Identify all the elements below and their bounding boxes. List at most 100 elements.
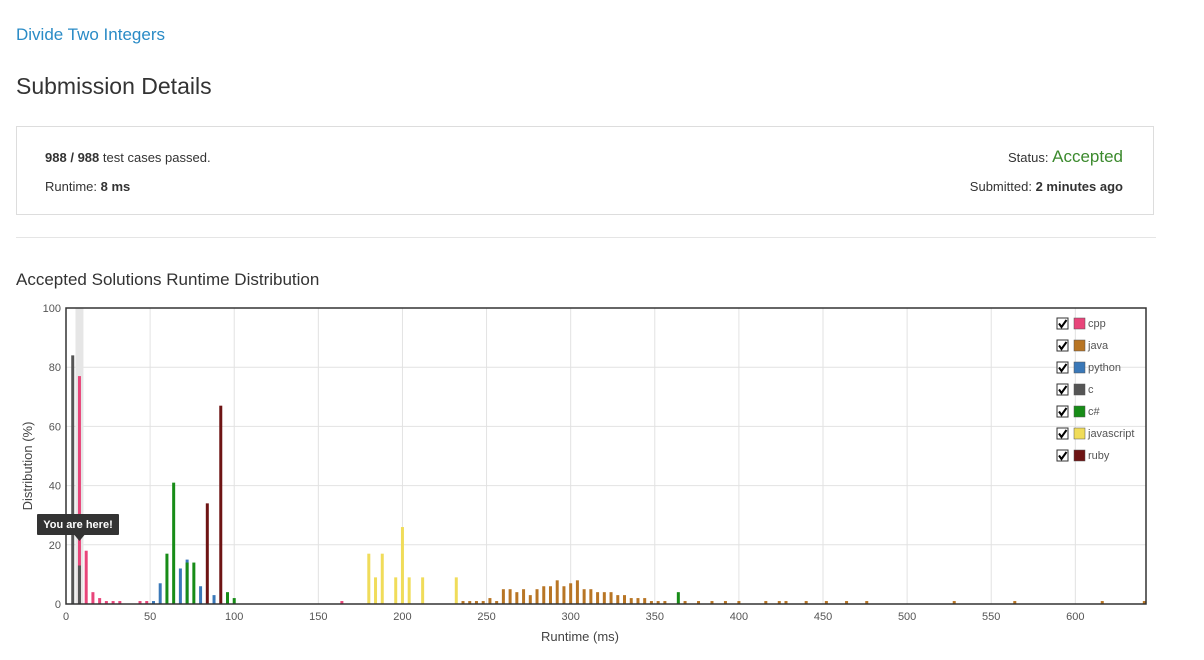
bars — [71, 355, 1146, 604]
bar-java — [656, 601, 660, 604]
submitted-line: Submitted: 2 minutes ago — [970, 179, 1123, 194]
bar-javascript — [400, 527, 404, 604]
bar-csharp — [232, 598, 236, 604]
legend-swatch — [1073, 383, 1086, 396]
legend-item-java[interactable]: java — [1056, 339, 1109, 352]
bar-java — [528, 595, 532, 604]
legend-checkbox[interactable] — [1056, 449, 1069, 462]
x-tick-label: 500 — [898, 611, 916, 623]
x-tick-label: 550 — [982, 611, 1000, 623]
bar-javascript — [374, 577, 378, 604]
y-tick-label: 60 — [49, 421, 61, 433]
legend-item-csharp[interactable]: c# — [1056, 405, 1101, 418]
legend-checkbox[interactable] — [1056, 339, 1069, 352]
bar-java — [629, 598, 633, 604]
bar-java — [548, 586, 552, 604]
legend-label: c# — [1088, 406, 1101, 418]
legend-item-cpp[interactable]: cpp — [1056, 317, 1106, 330]
bar-java — [952, 601, 956, 604]
bar-java — [596, 592, 600, 604]
runtime-distribution-chart: 0 50 100 150 200 250 300 350 400 450 500 550 600 0 20 4… — [20, 303, 1147, 644]
bar-javascript — [394, 577, 398, 604]
legend-label: ruby — [1088, 450, 1110, 462]
total-count: 988 — [77, 150, 100, 165]
bar-csharp — [165, 553, 169, 604]
checkmark-icon — [1058, 451, 1068, 461]
legend-checkbox[interactable] — [1056, 383, 1069, 396]
bar-java — [495, 601, 499, 604]
bar-cpp — [138, 601, 142, 604]
bar-c — [71, 355, 75, 604]
legend-swatch — [1073, 361, 1086, 374]
y-axis-label: Distribution (%) — [20, 422, 35, 511]
x-tick-label: 600 — [1066, 611, 1084, 623]
y-tick-label: 20 — [49, 540, 61, 552]
x-axis-label: Runtime (ms) — [541, 629, 619, 644]
passed-count: 988 — [45, 150, 67, 165]
bar-cpp — [91, 592, 95, 604]
bar-ruby — [205, 503, 209, 604]
legend-checkbox[interactable] — [1056, 405, 1069, 418]
checkmark-icon — [1058, 385, 1068, 395]
bar-cpp — [111, 601, 115, 604]
legend: cpp java python c c# javascript ruby — [1056, 317, 1134, 462]
bar-csharp — [192, 562, 196, 604]
submitted-label: Submitted: — [969, 179, 1032, 194]
passed-suffix: test cases passed. — [102, 150, 211, 165]
bar-java — [1100, 601, 1104, 604]
x-tick-label: 300 — [561, 611, 579, 623]
bar-java — [710, 601, 714, 604]
y-tick-label: 40 — [49, 481, 61, 493]
legend-label: java — [1087, 340, 1109, 352]
bar-csharp — [676, 592, 680, 604]
bar-java — [542, 586, 546, 604]
problem-title-link[interactable]: Divide Two Integers — [16, 25, 165, 44]
bar-javascript — [421, 577, 425, 604]
tooltip-label: You are here! — [43, 519, 113, 531]
legend-item-ruby[interactable]: ruby — [1056, 449, 1110, 462]
legend-item-javascript[interactable]: javascript — [1056, 427, 1134, 440]
bar-ruby — [219, 405, 223, 604]
bar-javascript — [380, 553, 384, 604]
submission-summary-panel: 988 / 988 test cases passed. Runtime: 8 … — [16, 126, 1154, 215]
checkmark-icon — [1058, 319, 1068, 329]
legend-swatch — [1073, 405, 1086, 418]
bar-java — [488, 598, 492, 604]
legend-swatch — [1073, 449, 1086, 462]
runtime-label: Runtime: — [45, 179, 98, 194]
bar-java — [1142, 601, 1146, 604]
legend-item-python[interactable]: python — [1056, 361, 1121, 374]
checkmark-icon — [1058, 341, 1068, 351]
bar-java — [764, 601, 768, 604]
bar-java — [575, 580, 579, 604]
legend-label: javascript — [1087, 428, 1134, 440]
bar-python — [151, 601, 155, 604]
legend-checkbox[interactable] — [1056, 361, 1069, 374]
legend-checkbox[interactable] — [1056, 427, 1069, 440]
bar-java — [737, 601, 741, 604]
status-line: Status: Accepted — [1008, 147, 1123, 167]
bar-java — [562, 586, 566, 604]
bar-cpp — [118, 601, 122, 604]
bar-java — [723, 601, 727, 604]
legend-label: cpp — [1088, 318, 1106, 330]
test-cases-line: 988 / 988 test cases passed. — [45, 150, 211, 165]
legend-item-c[interactable]: c — [1056, 383, 1094, 396]
bar-java — [824, 601, 828, 604]
bar-java — [623, 595, 627, 604]
x-tick-label: 50 — [144, 611, 156, 623]
bar-java — [501, 589, 505, 604]
submitted-value: 2 minutes ago — [1035, 179, 1123, 194]
runtime-value: 8 ms — [100, 179, 131, 194]
bar-java — [569, 583, 573, 604]
bar-java — [697, 601, 701, 604]
x-tick-label: 450 — [814, 611, 832, 623]
bar-java — [649, 601, 653, 604]
checkmark-icon — [1058, 407, 1068, 417]
legend-checkbox[interactable] — [1056, 317, 1069, 330]
legend-swatch — [1073, 427, 1086, 440]
bar-java — [589, 589, 593, 604]
tooltip-box — [37, 514, 119, 535]
bar-cpp — [77, 376, 81, 604]
bar-csharp — [225, 592, 229, 604]
